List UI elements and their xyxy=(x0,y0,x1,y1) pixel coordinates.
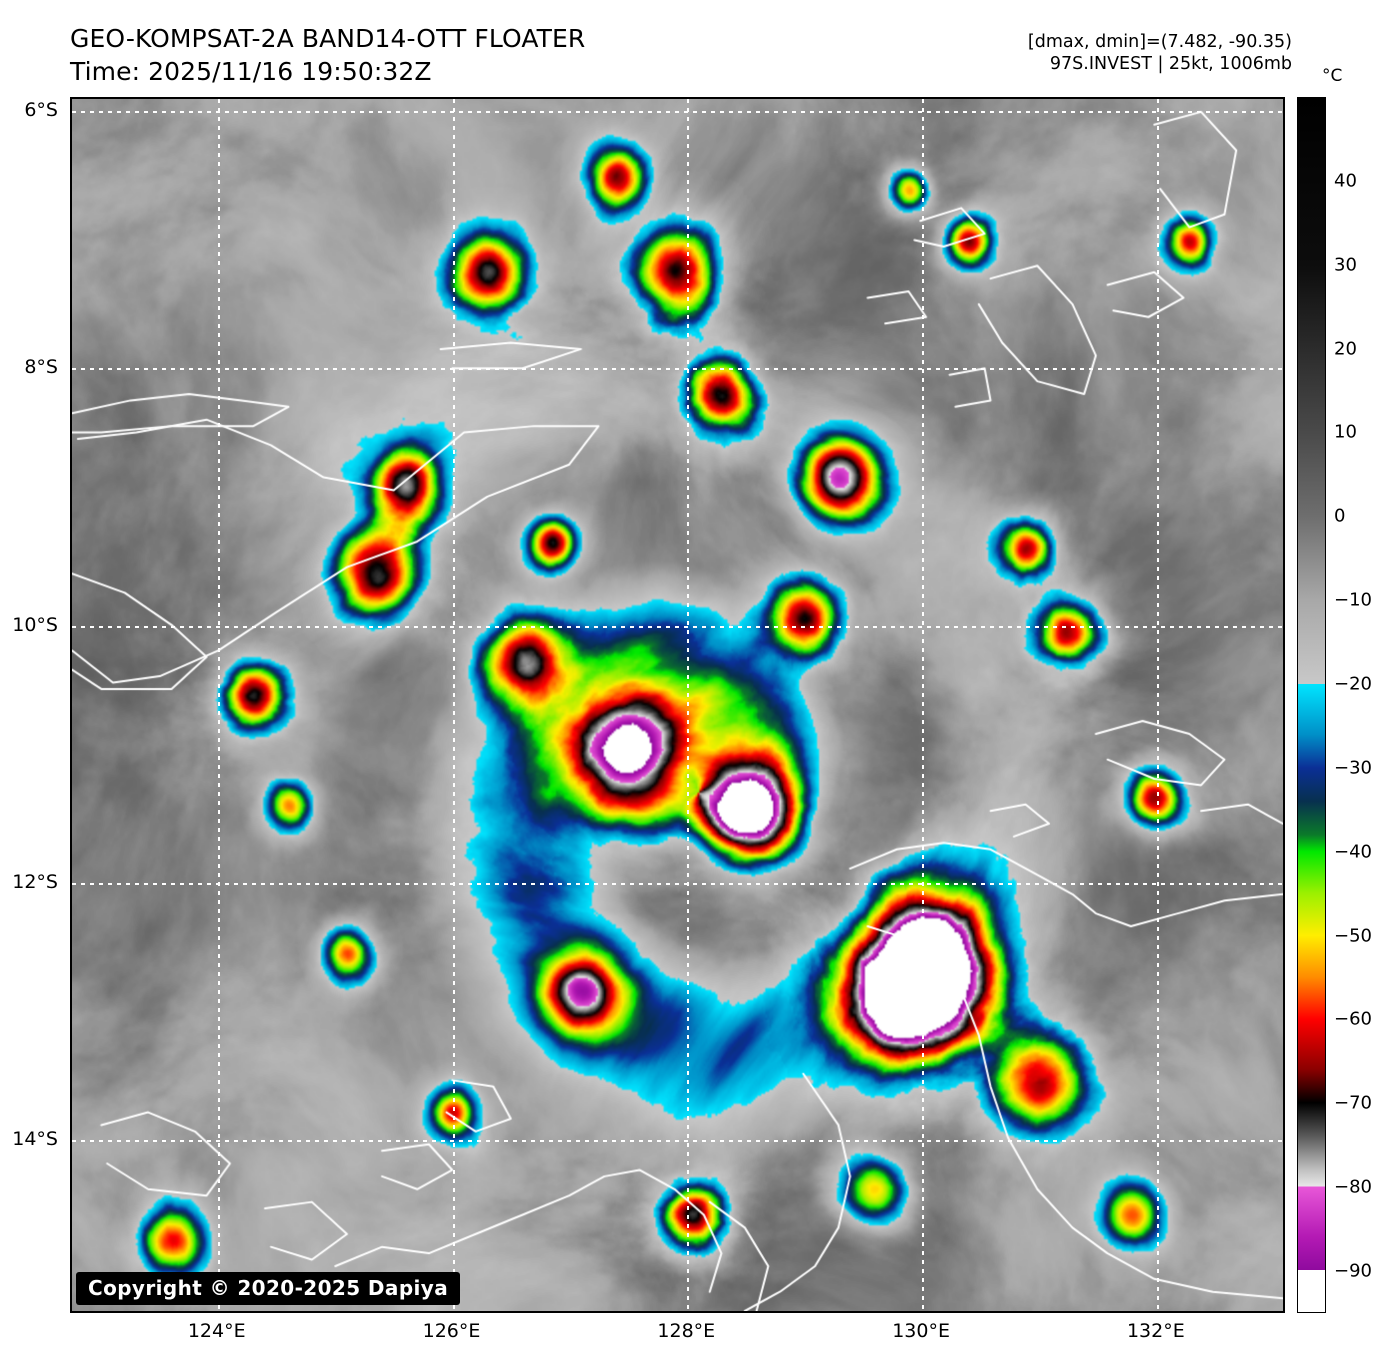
colorbar-tick-label: 30 xyxy=(1334,254,1357,276)
y-axis-tick-label: 14°S xyxy=(12,1128,58,1151)
colorbar-tick-label: −10 xyxy=(1334,589,1372,611)
y-axis-tick-label: 12°S xyxy=(12,870,58,893)
x-axis-tick-label: 130°E xyxy=(892,1320,950,1342)
storm-info-label: 97S.INVEST | 25kt, 1006mb xyxy=(1049,54,1292,75)
colorbar-tick-label: 10 xyxy=(1334,421,1357,443)
y-axis-tick-label: 6°S xyxy=(24,98,58,121)
y-axis-tick-label: 8°S xyxy=(24,356,58,379)
y-axis-tick-label: 10°S xyxy=(12,613,58,636)
colorbar-unit-label: °C xyxy=(1322,66,1343,86)
colorbar-tick-label: 20 xyxy=(1334,338,1357,360)
colorbar-tick-label: −30 xyxy=(1334,757,1372,779)
colorbar-tick-label: −70 xyxy=(1334,1092,1372,1114)
colorbar-tick-label: −90 xyxy=(1334,1260,1372,1282)
title-block: GEO-KOMPSAT-2A BAND14-OTT FLOATER Time: … xyxy=(70,22,585,88)
colorbar-tick-label: −80 xyxy=(1334,1176,1372,1198)
infrared-imagery-canvas xyxy=(72,99,1283,1311)
page-title: GEO-KOMPSAT-2A BAND14-OTT FLOATER xyxy=(70,24,586,53)
metadata-block: [dmax, dmin]=(7.482, -90.35) 97S.INVEST … xyxy=(1028,31,1292,76)
timestamp-label: Time: 2025/11/16 19:50:32Z xyxy=(70,57,432,86)
satellite-image-plot[interactable]: Copyright © 2020-2025 Dapiya xyxy=(70,97,1285,1313)
colorbar-tick-label: −50 xyxy=(1334,925,1372,947)
colorbar-tick-label: −40 xyxy=(1334,841,1372,863)
copyright-watermark: Copyright © 2020-2025 Dapiya xyxy=(76,1272,461,1305)
dminmax-label: [dmax, dmin]=(7.482, -90.35) xyxy=(1027,32,1292,52)
colorbar-tick-label: 40 xyxy=(1334,170,1357,192)
colorbar-tick-label: 0 xyxy=(1334,505,1346,527)
colorbar-tick-label: −60 xyxy=(1334,1008,1372,1030)
x-axis-tick-label: 132°E xyxy=(1126,1320,1185,1342)
x-axis-tick-label: 126°E xyxy=(422,1320,481,1342)
colorbar-gradient xyxy=(1298,98,1325,1312)
x-axis-tick-label: 128°E xyxy=(657,1320,716,1342)
x-axis-tick-label: 124°E xyxy=(187,1320,246,1342)
colorbar-tick-label: −20 xyxy=(1334,673,1372,695)
temperature-colorbar[interactable] xyxy=(1297,97,1326,1313)
